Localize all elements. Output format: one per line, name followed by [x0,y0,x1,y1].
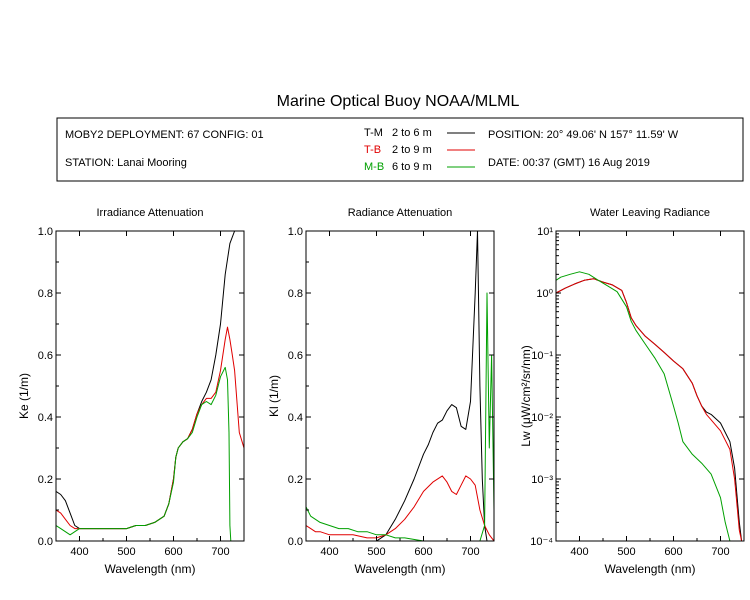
x-axis-label: Wavelength (nm) [605,562,696,576]
legend-code-t-m: T-M [364,127,383,139]
position-text: POSITION: 20° 49.06' N 157° 11.59' W [488,129,679,141]
x-tick-label: 500 [617,546,635,558]
y-tick-label: 0.6 [38,350,53,362]
series-group [306,231,494,541]
y-tick-label: 0.6 [288,350,303,362]
y-tick-label: 10⁻³ [531,474,553,486]
y-axis-label: Kl (1/m) [267,375,281,417]
chart-1: Irradiance Attenuation 400 500 600 700 0.0 0.2… [17,207,245,576]
x-tick-label: 700 [461,546,479,558]
y-tick-label: 0.2 [288,474,303,486]
y-tick-label: 0.4 [288,412,303,424]
x-axis-label: Wavelength (nm) [355,562,446,576]
page-title: Marine Optical Buoy NOAA/MLML [277,93,520,110]
y-tick-label: 1.0 [38,226,53,238]
plot-frame [305,230,495,542]
x-tick-label: 600 [164,546,182,558]
x-tick-label: 700 [711,546,729,558]
series-group [556,271,743,541]
x-tick-label: 400 [70,546,88,558]
x-axis-label: Wavelength (nm) [105,562,196,576]
y-tick-label: 10⁻² [531,412,553,424]
chart-3: Water Leaving Radiance 400 500 600 700 10⁻⁴ 10… [519,207,745,576]
y-axis-label: Ke (1/m) [17,373,31,419]
chart-title: Water Leaving Radiance [590,207,710,219]
series-line-t-m [306,231,488,541]
y-tick-label: 10⁻⁴ [530,536,553,548]
date-text: DATE: 00:37 (GMT) 16 Aug 2019 [488,157,650,169]
y-tick-label: 0.0 [38,536,53,548]
series-group [56,231,244,541]
chart-title: Radiance Attenuation [348,207,453,219]
y-tick-label: 10¹ [537,226,553,238]
y-tick-label: 0.0 [288,536,303,548]
series-line-m-b [306,292,494,541]
series-line-m-b [56,366,232,541]
x-tick-label: 500 [367,546,385,558]
legend-code-t-b: T-B [364,144,381,156]
charts: Irradiance Attenuation 400 500 600 700 0.0 0.2… [17,207,745,576]
series-line-t-b [556,278,743,541]
deployment-text: MOBY2 DEPLOYMENT: 67 CONFIG: 01 [65,129,264,141]
y-tick-label: 10⁻¹ [531,350,553,362]
station-text: STATION: Lanai Mooring [65,157,187,169]
info-box [56,117,744,182]
x-tick-label: 600 [414,546,432,558]
plot-frame [555,230,745,542]
x-tick-label: 500 [117,546,135,558]
x-tick-label: 700 [211,546,229,558]
plot-frame [55,230,245,542]
x-tick-label: 600 [664,546,682,558]
legend: T-M 2 to 6 m T-B 2 to 9 m M-B 6 to 9 m [364,127,475,173]
series-line-t-m [56,231,244,530]
chart-2: Radiance Attenuation 400 500 600 700 0.0 0.2 0.… [267,207,495,576]
chart-title: Irradiance Attenuation [96,207,203,219]
series-line-t-b [306,475,494,541]
y-axis-label: Lw (μW/cm²/sr/nm) [519,345,533,447]
legend-range-m-b: 6 to 9 m [392,161,432,173]
x-tick-label: 400 [320,546,338,558]
y-tick-label: 1.0 [288,226,303,238]
y-tick-label: 0.2 [38,474,53,486]
series-line-t-m [556,278,743,541]
y-tick-label: 0.4 [38,412,53,424]
x-tick-label: 400 [570,546,588,558]
series-line-m-b [556,271,731,541]
legend-code-m-b: M-B [364,161,384,173]
legend-range-t-m: 2 to 6 m [392,127,432,139]
y-tick-label: 0.8 [38,288,53,300]
y-tick-label: 10⁰ [536,288,553,300]
legend-range-t-b: 2 to 9 m [392,144,432,156]
y-tick-label: 0.8 [288,288,303,300]
